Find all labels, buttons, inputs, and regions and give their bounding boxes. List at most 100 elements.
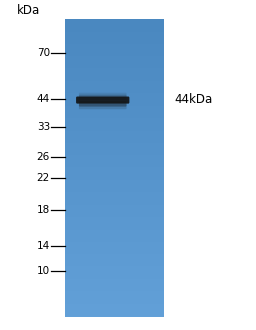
Bar — [65, 41, 164, 43]
Bar — [65, 271, 164, 272]
Bar — [65, 198, 164, 199]
Bar — [65, 251, 164, 252]
Text: 22: 22 — [37, 173, 50, 183]
Bar — [65, 191, 164, 192]
Bar — [65, 59, 164, 60]
Bar — [65, 200, 164, 201]
Bar — [65, 304, 164, 305]
Bar — [65, 194, 164, 195]
Bar — [65, 128, 164, 130]
Bar — [65, 30, 164, 32]
Bar — [65, 227, 164, 229]
Bar — [65, 299, 164, 300]
Bar — [65, 29, 164, 31]
Bar — [65, 31, 164, 33]
Bar — [65, 172, 164, 173]
Bar — [65, 196, 164, 197]
Bar — [65, 76, 164, 77]
Bar — [65, 64, 164, 65]
Bar — [65, 122, 164, 124]
Bar — [65, 290, 164, 291]
Text: 18: 18 — [37, 205, 50, 214]
Bar — [65, 22, 164, 24]
Bar — [65, 285, 164, 286]
Bar — [65, 278, 164, 279]
Bar — [65, 147, 164, 148]
Bar — [65, 102, 164, 103]
Bar — [65, 63, 164, 64]
FancyBboxPatch shape — [76, 97, 129, 104]
Bar — [65, 170, 164, 171]
Bar — [65, 183, 164, 184]
Bar — [65, 252, 164, 253]
Bar — [65, 185, 164, 186]
Bar — [65, 158, 164, 159]
Bar — [65, 46, 164, 48]
Bar — [65, 286, 164, 287]
Bar — [65, 261, 164, 262]
Bar — [65, 171, 164, 172]
Bar — [65, 124, 164, 126]
Text: kDa: kDa — [17, 4, 40, 17]
Bar — [65, 276, 164, 277]
Bar — [65, 297, 164, 298]
Bar — [65, 160, 164, 161]
Bar — [65, 207, 164, 208]
Bar — [65, 231, 164, 233]
Bar — [65, 81, 164, 82]
Bar — [65, 308, 164, 309]
Bar — [65, 294, 164, 295]
Bar — [65, 221, 164, 223]
Bar — [65, 190, 164, 191]
Bar — [65, 209, 164, 210]
Bar — [65, 242, 164, 244]
Bar — [65, 240, 164, 242]
Bar — [65, 302, 164, 303]
Bar — [65, 62, 164, 63]
Bar — [65, 90, 164, 91]
Bar — [65, 74, 164, 75]
Bar — [65, 65, 164, 66]
Bar — [65, 220, 164, 222]
Bar — [65, 85, 164, 86]
Bar — [65, 145, 164, 147]
Bar — [65, 298, 164, 299]
Text: 33: 33 — [37, 122, 50, 132]
Bar — [65, 94, 164, 95]
Bar — [65, 274, 164, 275]
Bar — [65, 75, 164, 76]
Bar — [65, 36, 164, 38]
Bar — [65, 186, 164, 187]
Bar — [65, 154, 164, 155]
Bar — [65, 277, 164, 278]
Bar — [65, 152, 164, 153]
Bar — [65, 166, 164, 167]
Bar — [65, 184, 164, 185]
Bar — [65, 212, 164, 213]
Bar — [65, 78, 164, 79]
Bar — [65, 181, 164, 182]
Bar — [65, 27, 164, 29]
Bar — [65, 45, 164, 47]
Bar — [65, 256, 164, 257]
Bar — [65, 202, 164, 203]
Bar — [65, 206, 164, 207]
Bar — [65, 292, 164, 293]
Bar — [65, 133, 164, 135]
Bar — [65, 291, 164, 292]
Bar — [65, 28, 164, 30]
Bar — [65, 213, 164, 214]
Bar — [65, 135, 164, 137]
Bar — [65, 268, 164, 269]
Bar — [65, 214, 164, 216]
Bar — [65, 111, 164, 112]
Bar — [65, 140, 164, 142]
Bar — [65, 106, 164, 107]
Bar — [65, 314, 164, 316]
Bar — [65, 47, 164, 49]
Bar — [65, 118, 164, 120]
Bar — [65, 225, 164, 227]
Bar — [65, 192, 164, 193]
Bar — [65, 103, 164, 104]
Bar — [65, 68, 164, 69]
